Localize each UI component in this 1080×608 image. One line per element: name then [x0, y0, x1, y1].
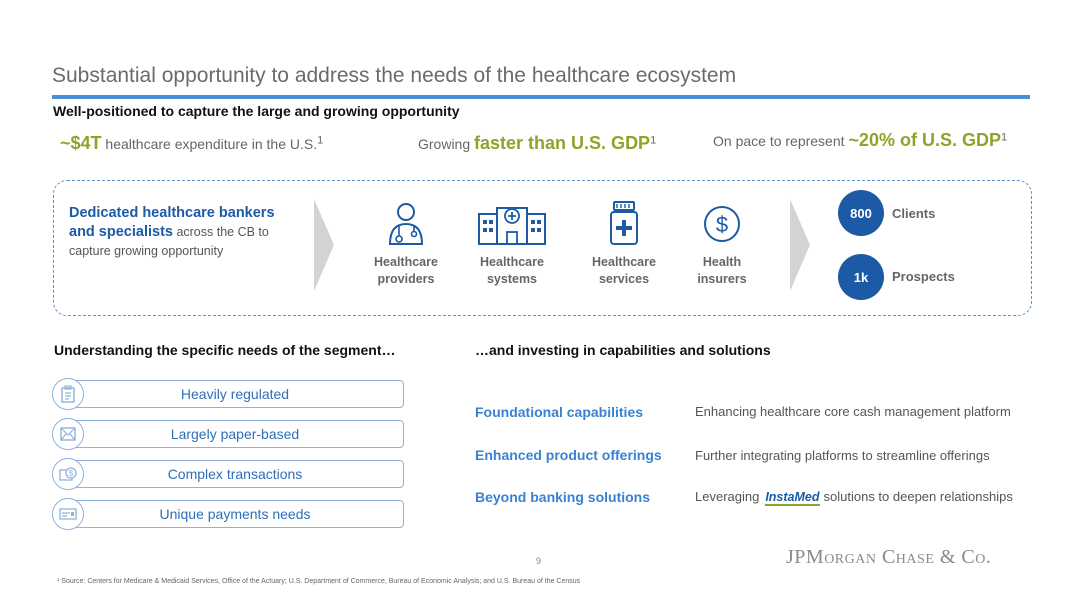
segment-label: Healthcare	[592, 255, 656, 269]
prospects-count-badge: 1k	[838, 254, 884, 300]
need-label: Heavily regulated	[66, 380, 404, 408]
svg-text:$: $	[716, 212, 728, 237]
doctor-icon	[388, 203, 424, 245]
needs-heading: Understanding the specific needs of the …	[54, 342, 396, 358]
payment-card-icon	[52, 498, 84, 530]
title-divider	[52, 95, 1030, 99]
medicine-bottle-icon	[610, 201, 638, 245]
segment-label: services	[598, 272, 650, 286]
source-footnote: ¹ Source: Centers for Medicare & Medicai…	[57, 578, 581, 585]
money-icon: $	[52, 458, 84, 490]
capability-enhanced-products: Enhanced product offerings	[475, 447, 662, 463]
segment-healthcare-systems: Healthcare systems	[467, 200, 557, 288]
capability-desc: Enhancing healthcare core cash managemen…	[695, 404, 1011, 419]
ecosystem-panel	[53, 180, 1032, 316]
capability-desc: Further integrating platforms to streaml…	[695, 448, 990, 463]
segment-label: providers	[377, 272, 435, 286]
segment-health-insurers: $ Health insurers	[677, 200, 767, 288]
instamed-logo: InstaMed	[765, 490, 820, 506]
segment-healthcare-services: Healthcare services	[579, 200, 669, 288]
segment-label: Health	[702, 255, 742, 269]
stat-gdp-share: On pace to represent ~20% of U.S. GDP1	[713, 130, 1008, 150]
capability-desc: Leveraging InstaMed solutions to deepen re…	[695, 489, 1013, 506]
segment-label: systems	[486, 272, 538, 286]
need-item: Unique payments needs	[52, 498, 404, 530]
chevron-right-icon	[790, 199, 810, 291]
bankers-text: Dedicated healthcare bankers and special…	[69, 205, 275, 258]
page-title: Substantial opportunity to address the n…	[52, 64, 737, 87]
clients-count-badge: 800	[838, 190, 884, 236]
clipboard-icon	[52, 378, 84, 410]
need-item: $ Complex transactions	[52, 458, 404, 490]
segment-label: Healthcare	[374, 255, 438, 269]
need-label: Largely paper-based	[66, 420, 404, 448]
jpmorgan-logo: JPMorgan Chase & Co.	[786, 546, 992, 568]
capabilities-heading: …and investing in capabilities and solut…	[475, 342, 771, 358]
stat-expenditure: ~$4T healthcare expenditure in the U.S.1	[60, 133, 324, 153]
capability-foundational: Foundational capabilities	[475, 404, 644, 420]
stat-highlight: ~20% of U.S. GDP	[848, 130, 1001, 150]
segment-label: Healthcare	[480, 255, 544, 269]
need-item: Heavily regulated	[52, 378, 404, 410]
need-item: Largely paper-based	[52, 418, 404, 450]
prospects-label: Prospects	[892, 269, 955, 284]
page-number: 9	[536, 556, 542, 566]
stat-highlight: ~$4T	[60, 133, 102, 153]
hospital-icon	[478, 207, 546, 245]
segment-healthcare-providers: Healthcare providers	[361, 200, 451, 288]
stat-highlight: faster than U.S. GDP	[474, 133, 651, 153]
envelope-icon	[52, 418, 84, 450]
svg-text:$: $	[69, 469, 74, 478]
need-label: Unique payments needs	[66, 500, 404, 528]
stat-growth: Growing faster than U.S. GDP1	[418, 133, 657, 153]
clients-label: Clients	[892, 206, 936, 221]
capability-beyond-banking: Beyond banking solutions	[475, 489, 651, 505]
segment-label: insurers	[697, 272, 747, 286]
dollar-circle-icon: $	[704, 206, 740, 242]
need-label: Complex transactions	[66, 460, 404, 488]
chevron-right-icon	[314, 199, 334, 291]
page-subtitle: Well-positioned to capture the large and…	[53, 103, 460, 119]
